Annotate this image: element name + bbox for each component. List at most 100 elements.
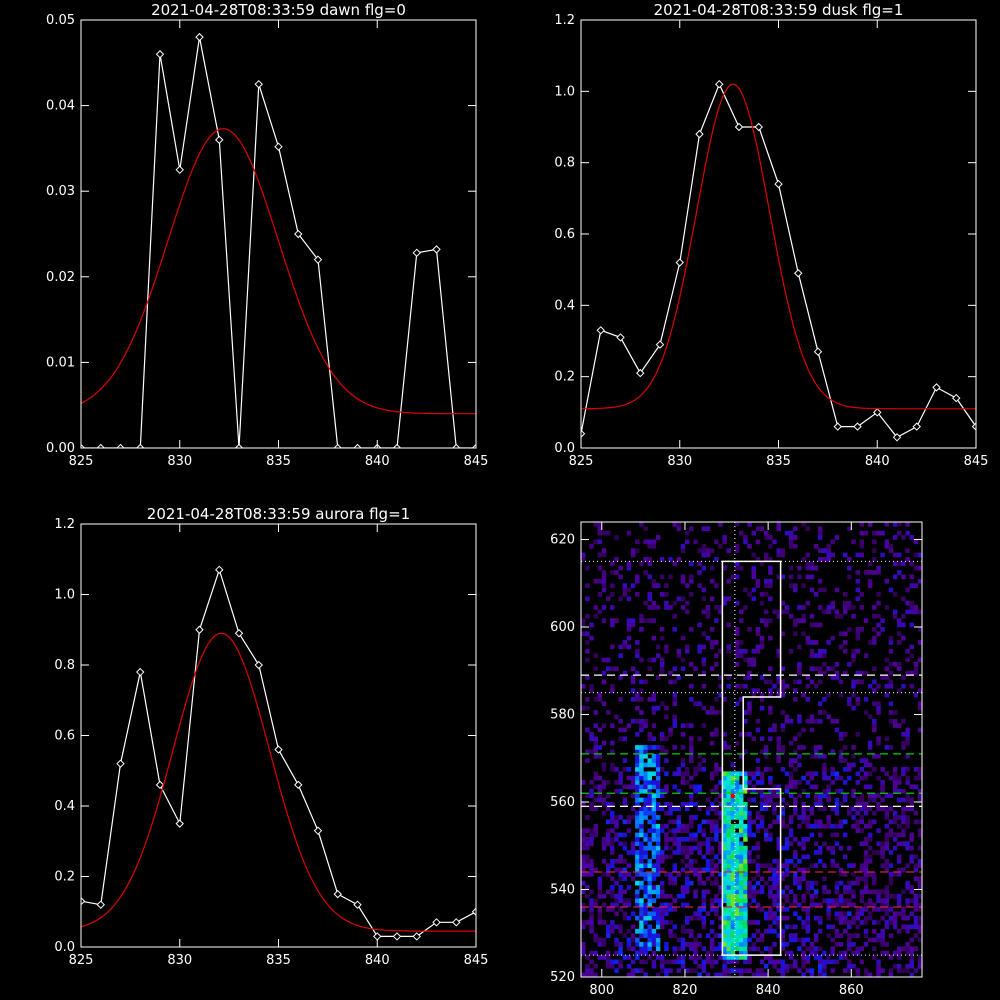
heatmap-cell: [722, 959, 727, 965]
heatmap-cell: [759, 771, 765, 777]
heatmap-cell: [668, 872, 673, 877]
heatmap-cell: [892, 592, 898, 597]
heatmap-cell: [610, 605, 615, 610]
heatmap-cell: [851, 648, 856, 654]
heatmap-cell: [917, 915, 922, 921]
heatmap-cell: [626, 863, 632, 868]
heatmap-cell: [585, 893, 590, 899]
heatmap-cell: [855, 819, 860, 825]
heatmap-cell: [743, 749, 748, 755]
heatmap-cell: [747, 522, 752, 527]
heatmap-cell: [863, 854, 869, 860]
heatmap-cell: [784, 968, 790, 973]
heatmap-cell: [822, 762, 827, 768]
heatmap-cell: [743, 902, 748, 908]
heatmap-cell: [639, 946, 644, 952]
heatmap-cell: [917, 819, 922, 825]
heatmap-cell: [734, 837, 740, 842]
heatmap-cell: [793, 543, 798, 549]
heatmap-cell: [872, 810, 877, 816]
heatmap-cell: [722, 955, 727, 960]
heatmap-cell: [759, 876, 765, 882]
heatmap-cell: [747, 543, 752, 549]
heatmap-cell: [622, 797, 628, 803]
heatmap-cell: [772, 810, 777, 816]
heatmap-cell: [697, 648, 702, 654]
heatmap-cell: [892, 710, 898, 715]
heatmap-cell: [813, 683, 819, 689]
heatmap-cell: [585, 793, 590, 798]
heatmap-cell: [859, 679, 865, 685]
heatmap-cell: [776, 815, 781, 820]
heatmap-cell: [859, 889, 865, 895]
heatmap-cell: [822, 753, 827, 759]
heatmap-cell: [664, 736, 669, 742]
heatmap-cell: [655, 924, 661, 930]
heatmap-cell: [643, 907, 648, 912]
heatmap-cell: [676, 815, 682, 820]
heatmap-cell: [863, 762, 869, 768]
heatmap-cell: [826, 889, 831, 895]
heatmap-cell: [772, 920, 777, 925]
data-point: [471, 443, 476, 448]
heatmap-cell: [734, 565, 740, 571]
heatmap-cell: [743, 710, 748, 715]
heatmap-cell: [730, 880, 736, 886]
heatmap-cell: [876, 968, 881, 973]
heatmap-cell: [863, 972, 869, 977]
heatmap-cell: [647, 841, 652, 847]
heatmap-cell: [855, 907, 860, 912]
heatmap-cell: [880, 552, 885, 558]
heatmap-cell: [884, 893, 890, 899]
heatmap-cell: [859, 893, 865, 899]
data-point: [254, 660, 263, 670]
heatmap-cell: [709, 705, 715, 711]
heatmap-cell: [780, 749, 786, 755]
heatmap-cell: [755, 788, 761, 794]
heatmap-cell: [734, 701, 740, 707]
heatmap-cell: [901, 788, 906, 794]
heatmap-cell: [739, 902, 744, 908]
heatmap-cell: [635, 539, 640, 545]
heatmap-cell: [909, 950, 914, 956]
heatmap-cell: [589, 907, 594, 912]
heatmap-cell: [863, 858, 869, 864]
heatmap-cell: [606, 841, 611, 847]
heatmap-cell: [730, 955, 736, 960]
heatmap-cell: [709, 963, 715, 969]
heatmap-cell: [759, 600, 765, 606]
heatmap-cell: [805, 854, 811, 860]
heatmap-cell: [709, 837, 715, 842]
heatmap-cell: [892, 613, 898, 619]
heatmap-cell: [664, 600, 669, 606]
heatmap-cell: [834, 898, 840, 903]
heatmap-cell: [901, 946, 906, 952]
heatmap-cell: [843, 968, 848, 973]
heatmap-cell: [722, 596, 727, 602]
heatmap-cell: [660, 955, 665, 960]
y-tick-label: 0.2: [54, 870, 75, 885]
heatmap-cell: [730, 802, 736, 807]
heatmap-cell: [876, 740, 881, 746]
heatmap-cell: [863, 806, 869, 812]
heatmap-cell: [622, 644, 628, 650]
heatmap-cell: [913, 784, 919, 790]
heatmap-cell: [888, 710, 894, 715]
heatmap-cell: [863, 889, 869, 895]
heatmap-cell: [880, 915, 885, 921]
heatmap-cell: [884, 657, 890, 663]
heatmap-cell: [610, 858, 615, 864]
heatmap-cell: [847, 880, 852, 886]
heatmap-cell: [639, 841, 644, 847]
heatmap-cell: [685, 902, 690, 908]
heatmap-cell: [872, 548, 877, 553]
heatmap-cell: [809, 885, 815, 890]
heatmap-cell: [776, 968, 781, 973]
heatmap-cell: [718, 933, 723, 938]
heatmap-cell: [768, 893, 773, 899]
heatmap-cell: [797, 937, 802, 943]
heatmap-cell: [759, 959, 765, 965]
heatmap-cell: [830, 845, 835, 851]
heatmap-cell: [917, 924, 922, 930]
heatmap-cell: [722, 535, 727, 540]
